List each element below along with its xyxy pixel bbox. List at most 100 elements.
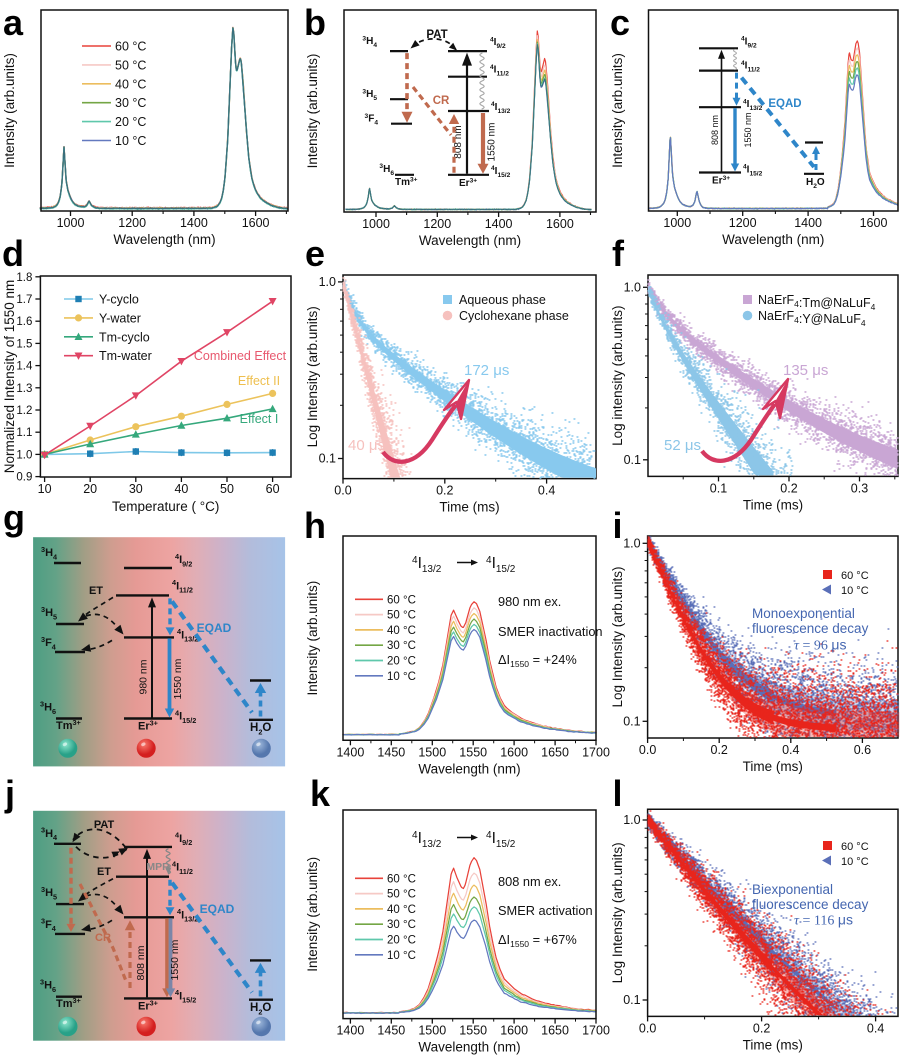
svg-text:4I13/2: 4I13/2: [412, 555, 442, 575]
svg-text:0.0: 0.0: [334, 484, 351, 498]
svg-text:0.9: 0.9: [16, 472, 32, 484]
svg-text:Tm-cyclo: Tm-cyclo: [99, 330, 150, 344]
svg-text:60 °C: 60 °C: [841, 570, 869, 582]
svg-text:Wavelength (nm): Wavelength (nm): [418, 761, 520, 776]
svg-text:808 nm: 808 nm: [135, 945, 147, 980]
svg-text:3H5: 3H5: [362, 88, 377, 102]
svg-text:1550: 1550: [459, 1024, 487, 1038]
svg-text:1.2: 1.2: [16, 405, 32, 417]
svg-text:4I9/2: 4I9/2: [175, 831, 192, 848]
svg-text:Log Intensity (arb.units): Log Intensity (arb.units): [305, 306, 320, 447]
svg-text:ET: ET: [89, 585, 103, 597]
svg-text:Log Intensity (arb.units): Log Intensity (arb.units): [610, 566, 625, 707]
svg-text:0.0: 0.0: [639, 743, 656, 757]
svg-text:Wavelength (nm): Wavelength (nm): [418, 1040, 520, 1055]
svg-text:Temperature ( °C): Temperature ( °C): [112, 499, 219, 514]
svg-text:0.4: 0.4: [782, 743, 799, 757]
svg-text:30 °C: 30 °C: [115, 96, 146, 110]
svg-text:f: f: [612, 233, 625, 274]
svg-text:Time (ms): Time (ms): [743, 497, 803, 512]
svg-text:40 °C: 40 °C: [115, 77, 146, 91]
svg-text:172 μs: 172 μs: [464, 362, 509, 379]
svg-text:0.1: 0.1: [624, 453, 641, 467]
svg-text:SMER inactivation: SMER inactivation: [498, 624, 603, 639]
svg-text:Log intensity (arb.units): Log intensity (arb.units): [610, 306, 625, 446]
svg-text:1200: 1200: [118, 216, 146, 230]
svg-text:3H5: 3H5: [41, 885, 57, 902]
svg-text:3H4: 3H4: [41, 545, 58, 562]
svg-text:ET: ET: [97, 866, 111, 878]
svg-text:1400: 1400: [336, 1024, 364, 1038]
svg-text:1.0: 1.0: [624, 280, 641, 294]
svg-text:Combined Effect: Combined Effect: [194, 349, 287, 363]
svg-text:Er3+: Er3+: [459, 177, 477, 189]
svg-text:10 °C: 10 °C: [841, 585, 869, 597]
svg-text:1400: 1400: [485, 217, 513, 231]
svg-text:Normalized Intensity of 1550 n: Normalized Intensity of 1550 nm: [2, 280, 17, 474]
svg-text:4I13/2: 4I13/2: [412, 830, 442, 850]
svg-text:1.0: 1.0: [623, 813, 640, 827]
svg-text:Intensity (arb.units): Intensity (arb.units): [610, 53, 625, 168]
svg-text:0.0: 0.0: [639, 1021, 656, 1035]
svg-text:Wavelength (nm): Wavelength (nm): [722, 232, 824, 247]
svg-text:3H4: 3H4: [362, 35, 377, 49]
svg-text:0.3: 0.3: [851, 481, 868, 495]
svg-text:4I15/2: 4I15/2: [486, 830, 516, 850]
svg-text:Time (ms): Time (ms): [439, 500, 499, 515]
svg-text:40 °C: 40 °C: [387, 625, 416, 637]
svg-text:Effect II: Effect II: [238, 374, 280, 388]
svg-text:4I9/2: 4I9/2: [175, 552, 192, 569]
svg-text:1.0: 1.0: [623, 536, 640, 550]
svg-text:4I9/2: 4I9/2: [741, 36, 757, 50]
svg-text:3H4: 3H4: [41, 826, 58, 843]
svg-text:Tm3+: Tm3+: [395, 176, 418, 188]
svg-text:1.4: 1.4: [16, 361, 33, 373]
svg-text:980 nm ex.: 980 nm ex.: [498, 594, 561, 609]
svg-text:4I15/2: 4I15/2: [175, 708, 196, 725]
svg-text:Effect I: Effect I: [240, 412, 279, 426]
svg-text:1.1: 1.1: [16, 427, 32, 439]
svg-text:0.1: 0.1: [710, 481, 727, 495]
svg-text:50 °C: 50 °C: [387, 889, 416, 901]
svg-text:CR: CR: [433, 95, 450, 107]
svg-text:60 °C: 60 °C: [841, 841, 869, 853]
svg-text:40 °C: 40 °C: [387, 904, 416, 916]
svg-text:3H5: 3H5: [41, 605, 57, 622]
svg-text:Biexponential: Biexponential: [752, 882, 833, 897]
svg-text:Wavelength (nm): Wavelength (nm): [419, 233, 521, 248]
svg-text:H2O: H2O: [806, 177, 825, 190]
svg-text:0.2: 0.2: [711, 743, 728, 757]
svg-text:4I13/2: 4I13/2: [177, 627, 198, 644]
svg-text:Intensity (arb.units): Intensity (arb.units): [305, 857, 320, 972]
svg-text:1600: 1600: [860, 216, 888, 230]
svg-text:b: b: [304, 2, 326, 43]
svg-text:60 °C: 60 °C: [387, 594, 416, 606]
svg-text:808 nm ex.: 808 nm ex.: [498, 874, 561, 889]
svg-text:1700: 1700: [582, 745, 610, 759]
svg-text:3H6: 3H6: [40, 699, 56, 716]
svg-text:1.7: 1.7: [16, 294, 32, 306]
svg-text:3H6: 3H6: [40, 978, 56, 995]
svg-text:4I11/2: 4I11/2: [172, 578, 193, 595]
svg-text:g: g: [3, 497, 25, 538]
svg-text:1550 nm: 1550 nm: [743, 112, 753, 147]
svg-text:Time (ms): Time (ms): [743, 759, 803, 774]
svg-text:50 °C: 50 °C: [387, 610, 416, 622]
svg-text:0.6: 0.6: [854, 743, 871, 757]
svg-text:Intensity (arb.units): Intensity (arb.units): [305, 581, 320, 696]
svg-text:h: h: [304, 505, 326, 546]
svg-text:e: e: [305, 233, 325, 274]
svg-text:1400: 1400: [336, 745, 364, 759]
svg-text:3H6: 3H6: [379, 163, 394, 177]
svg-text:MPR: MPR: [146, 861, 170, 873]
svg-text:τ = 96 μs: τ = 96 μs: [794, 637, 847, 654]
svg-text:i: i: [613, 505, 623, 546]
svg-text:SMER activation: SMER activation: [498, 903, 593, 918]
svg-text:0.2: 0.2: [780, 481, 797, 495]
svg-text:1450: 1450: [377, 745, 405, 759]
svg-text:50 °C: 50 °C: [115, 58, 146, 72]
svg-text:3F4: 3F4: [41, 917, 57, 934]
svg-text:0.4: 0.4: [538, 484, 555, 498]
svg-text:1000: 1000: [663, 216, 691, 230]
svg-text:1550 nm: 1550 nm: [172, 658, 184, 699]
